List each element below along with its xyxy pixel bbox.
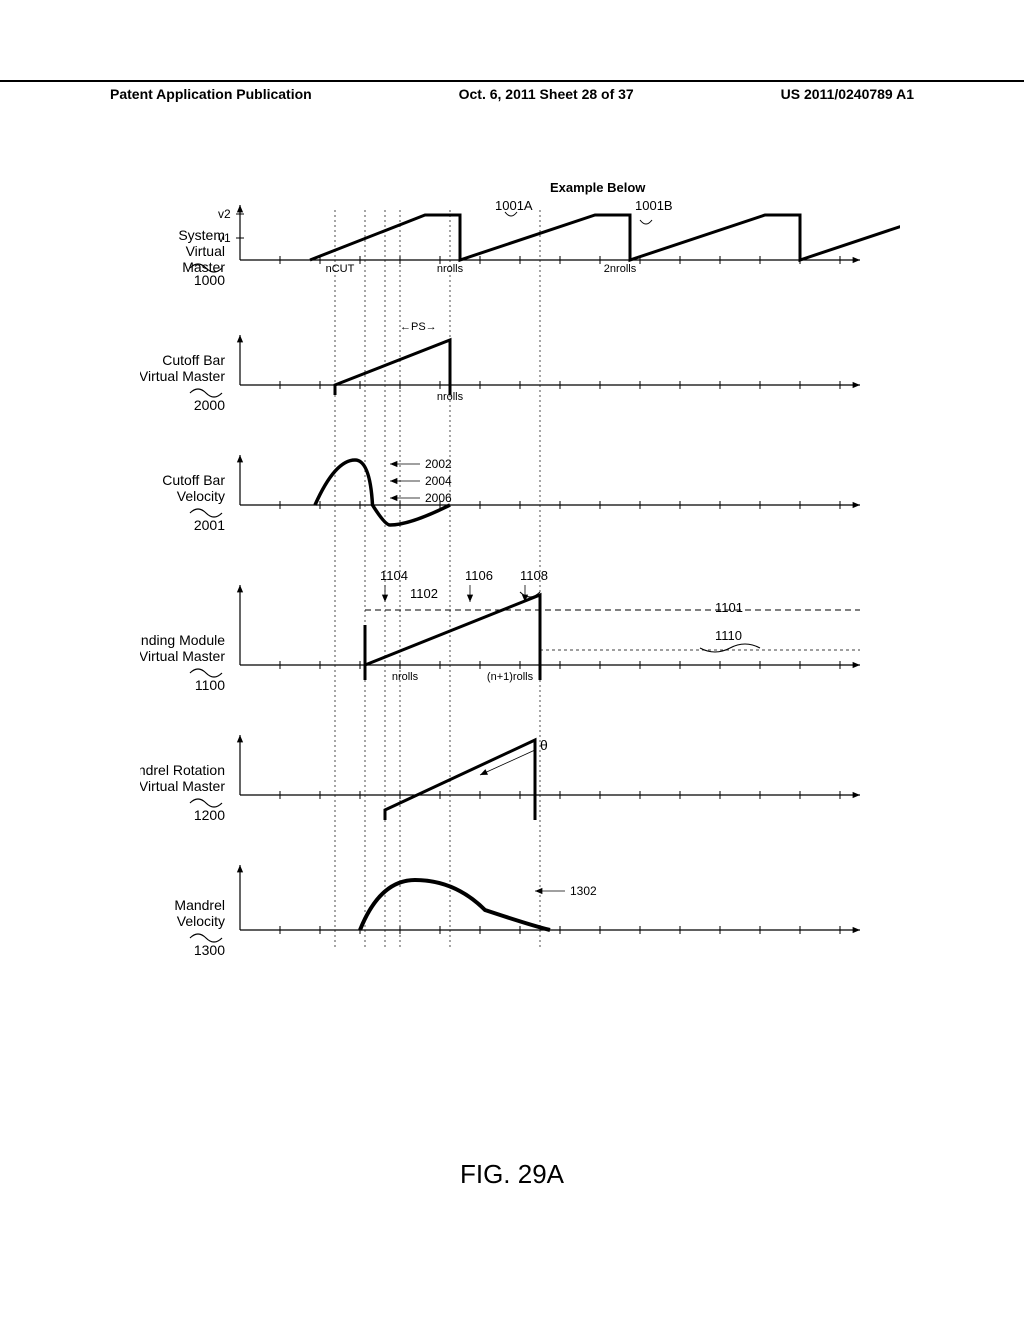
svg-text:2006: 2006 [425, 491, 452, 505]
svg-text:Virtual Master: Virtual Master [140, 778, 225, 794]
svg-text:1302: 1302 [570, 884, 597, 898]
figure-svg: SystemVirtualMaster1000Example Below1001… [140, 180, 900, 1100]
svg-text:1110: 1110 [715, 628, 742, 643]
svg-text:v2: v2 [218, 207, 231, 221]
svg-text:1104: 1104 [380, 568, 408, 583]
page-header: Patent Application Publication Oct. 6, 2… [0, 80, 1024, 102]
svg-text:nrolls: nrolls [392, 671, 419, 683]
svg-text:nrolls: nrolls [437, 263, 464, 275]
svg-text:Velocity: Velocity [177, 488, 225, 504]
svg-text:Mandrel Rotation: Mandrel Rotation [140, 762, 225, 778]
svg-text:2002: 2002 [425, 457, 452, 471]
svg-text:Velocity: Velocity [177, 913, 225, 929]
svg-text:1102: 1102 [410, 586, 438, 601]
svg-text:Mandrel: Mandrel [174, 897, 225, 913]
svg-text:1108: 1108 [520, 568, 548, 583]
svg-text:2nrolls: 2nrolls [604, 263, 637, 275]
header-right: US 2011/0240789 A1 [781, 86, 914, 102]
svg-text:1200: 1200 [194, 807, 225, 823]
svg-text:1001A: 1001A [495, 198, 533, 213]
figure-caption: FIG. 29A [0, 1159, 1024, 1190]
svg-text:Winding Module: Winding Module [140, 632, 225, 648]
svg-text:nCUT: nCUT [326, 263, 355, 275]
header-center: Oct. 6, 2011 Sheet 28 of 37 [459, 86, 634, 102]
svg-text:v1: v1 [218, 231, 231, 245]
svg-text:2001: 2001 [194, 517, 225, 533]
svg-text:(n+1)rolls: (n+1)rolls [487, 671, 534, 683]
svg-text:1000: 1000 [194, 272, 225, 288]
svg-text:2004: 2004 [425, 474, 452, 488]
header-left: Patent Application Publication [110, 86, 312, 102]
svg-text:Cutoff Bar: Cutoff Bar [162, 352, 225, 368]
svg-text:2000: 2000 [194, 397, 225, 413]
svg-text:1106: 1106 [465, 568, 493, 583]
svg-text:1300: 1300 [194, 942, 225, 958]
svg-text:1101: 1101 [715, 600, 743, 615]
svg-text:Virtual Master: Virtual Master [140, 648, 225, 664]
svg-text:←PS→: ←PS→ [400, 321, 437, 333]
svg-text:1001B: 1001B [635, 198, 673, 213]
svg-text:1100: 1100 [195, 677, 225, 693]
svg-text:Virtual: Virtual [186, 243, 225, 259]
svg-text:Virtual Master: Virtual Master [140, 368, 225, 384]
figure-area: SystemVirtualMaster1000Example Below1001… [140, 180, 900, 1100]
svg-text:θ: θ [540, 737, 548, 753]
svg-text:Cutoff Bar: Cutoff Bar [162, 472, 225, 488]
svg-text:Example Below: Example Below [550, 180, 646, 195]
